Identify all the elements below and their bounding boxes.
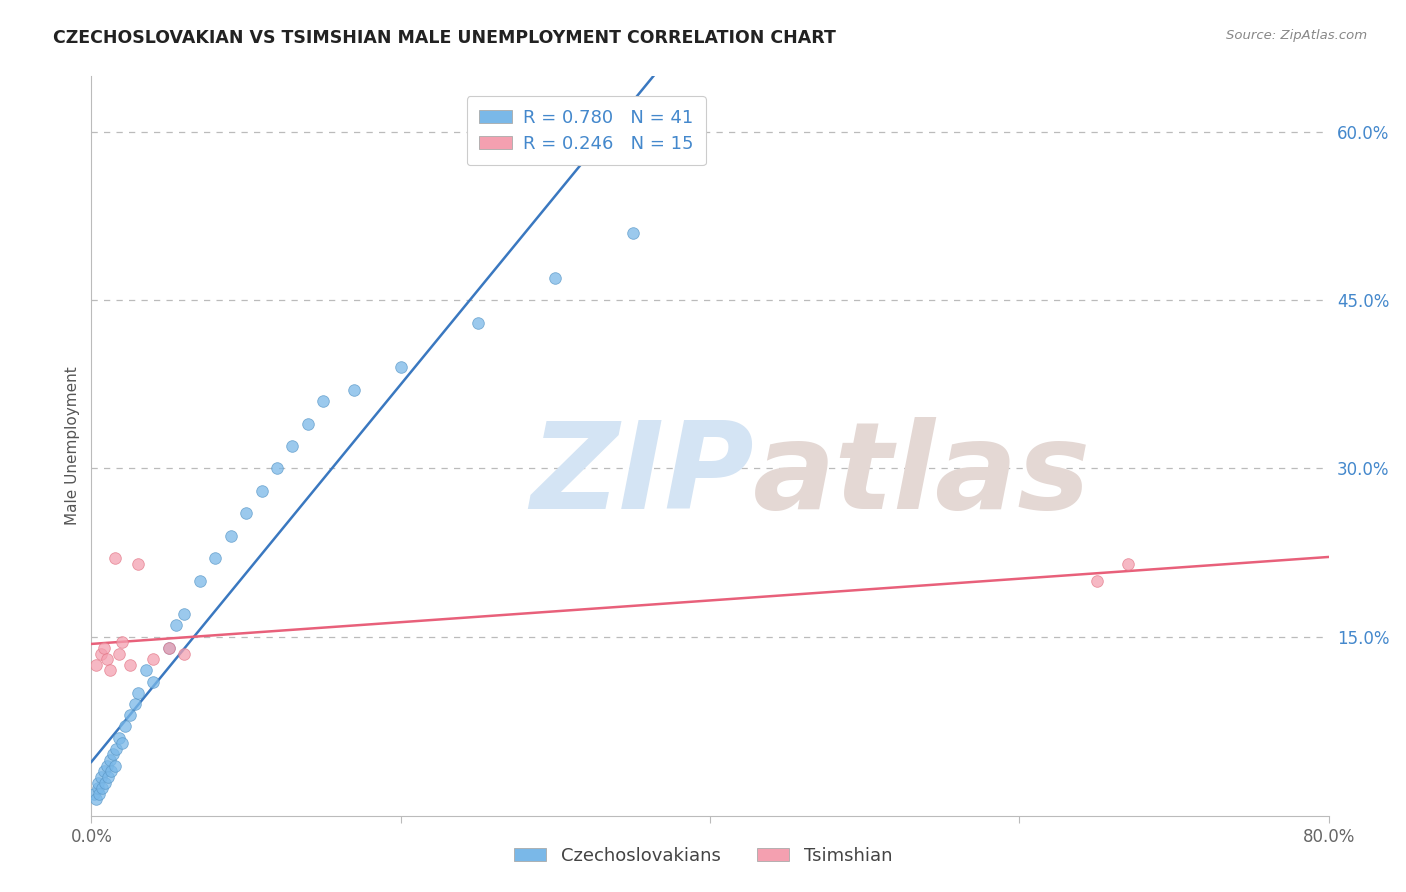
Point: [90, 647, 112, 661]
Point: [94, 775, 117, 789]
Legend: Czechoslovakians, Tsimshian: Czechoslovakians, Tsimshian: [506, 840, 900, 872]
Legend: R = 0.780   N = 41, R = 0.246   N = 15: R = 0.780 N = 41, R = 0.246 N = 15: [467, 96, 706, 165]
Point: [98, 753, 121, 767]
Point: [101, 747, 124, 762]
Point: [467, 316, 489, 330]
Point: [544, 270, 567, 285]
Point: [87, 787, 111, 801]
Point: [124, 697, 146, 711]
Point: [108, 647, 131, 661]
Point: [120, 708, 141, 723]
Point: [219, 529, 242, 543]
Point: [111, 736, 134, 750]
Point: [157, 640, 180, 655]
Point: [173, 647, 195, 661]
Point: [86, 781, 108, 796]
Point: [173, 607, 195, 622]
Text: ZIP: ZIP: [530, 417, 755, 534]
Point: [343, 383, 366, 397]
Point: [142, 674, 165, 689]
Point: [312, 394, 335, 409]
Point: [297, 417, 319, 431]
Point: [90, 770, 112, 784]
Point: [93, 640, 115, 655]
Point: [235, 506, 257, 520]
Point: [142, 652, 165, 666]
Point: [166, 618, 188, 632]
Point: [188, 574, 211, 588]
Point: [127, 686, 149, 700]
Point: [389, 360, 412, 375]
Point: [621, 226, 644, 240]
Y-axis label: Male Unemployment: Male Unemployment: [65, 367, 80, 525]
Point: [1085, 574, 1108, 588]
Point: [135, 664, 156, 678]
Point: [97, 770, 120, 784]
Point: [250, 483, 273, 498]
Point: [105, 742, 128, 756]
Point: [91, 781, 114, 796]
Point: [96, 652, 118, 666]
Point: [93, 764, 115, 779]
Point: [111, 635, 134, 649]
Point: [281, 439, 304, 453]
Point: [84, 657, 107, 672]
Point: [96, 758, 118, 772]
Point: [86, 775, 108, 789]
Point: [266, 461, 288, 475]
Point: [114, 719, 136, 733]
Text: Source: ZipAtlas.com: Source: ZipAtlas.com: [1226, 29, 1367, 42]
Text: CZECHOSLOVAKIAN VS TSIMSHIAN MALE UNEMPLOYMENT CORRELATION CHART: CZECHOSLOVAKIAN VS TSIMSHIAN MALE UNEMPL…: [53, 29, 837, 46]
Text: atlas: atlas: [754, 417, 1091, 534]
Point: [100, 764, 122, 779]
Point: [1116, 557, 1139, 571]
Point: [98, 664, 121, 678]
Point: [157, 640, 180, 655]
Point: [104, 551, 127, 566]
Point: [104, 758, 127, 772]
Point: [127, 557, 149, 571]
Point: [120, 657, 141, 672]
Point: [84, 792, 107, 806]
Point: [108, 731, 131, 745]
Point: [83, 787, 105, 801]
Point: [204, 551, 226, 566]
